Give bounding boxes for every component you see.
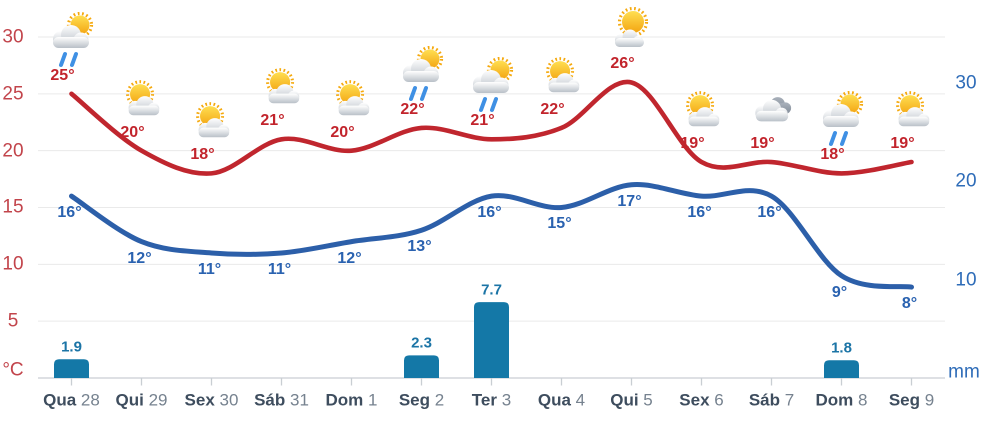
precip-bar (824, 360, 859, 378)
max-temp-line (69, 79, 914, 176)
min-temp-line (69, 182, 914, 290)
precip-bar (474, 302, 509, 378)
precip-bar (404, 355, 439, 378)
precip-bar (54, 359, 89, 378)
